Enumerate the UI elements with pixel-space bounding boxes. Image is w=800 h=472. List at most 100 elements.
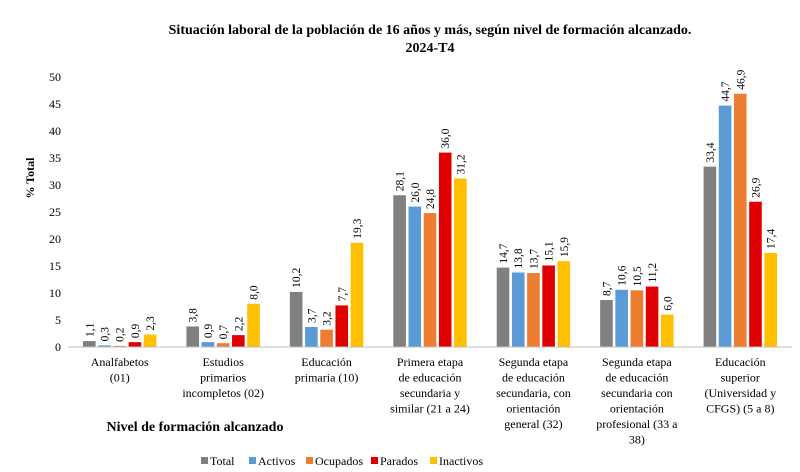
bar-inactivos	[247, 303, 260, 347]
data-label: 36,0	[440, 128, 452, 148]
bar-activos	[201, 342, 215, 347]
legend-label-total: Total	[210, 454, 235, 468]
data-label: 26,9	[750, 177, 762, 197]
data-label: 0,2	[115, 327, 127, 342]
data-label: 28,1	[395, 171, 407, 191]
bar-total	[289, 291, 303, 347]
bar-inactivos	[764, 253, 777, 347]
y-tick-label: 0	[55, 340, 61, 354]
bar-inactivos	[143, 334, 157, 347]
legend-label-parados: Parados	[380, 454, 418, 468]
data-label: 19,3	[352, 218, 364, 238]
data-label: 26,0	[410, 182, 422, 202]
legend: Total Activos Ocupados Parados Inactivos	[201, 454, 483, 468]
y-tick-label: 20	[49, 232, 61, 246]
legend-swatch-activos	[249, 457, 256, 464]
bar-inactivos	[454, 178, 467, 347]
category-labels: Analfabetos (01) Estudios primarios incomple…	[91, 355, 776, 447]
category-label: Educación superior (Universidad y CFGS) (5 …	[704, 355, 776, 416]
bar-ocupados	[630, 290, 644, 347]
bar-parados	[542, 265, 555, 347]
legend-label-inactivos: Inactivos	[439, 454, 483, 468]
data-label: 3,2	[322, 311, 334, 326]
data-label: 33,4	[705, 142, 717, 162]
bar-ocupados	[113, 345, 127, 347]
category-label: Educación primaria (10)	[295, 355, 359, 385]
data-label: 31,2	[455, 154, 467, 174]
legend-swatch-ocupados	[306, 457, 313, 464]
bar-parados	[749, 201, 762, 347]
data-label: 0,3	[100, 327, 112, 342]
data-label: 10,2	[291, 268, 303, 288]
data-label: 2,2	[233, 316, 245, 331]
bar-activos	[408, 206, 422, 347]
data-label: 2,3	[145, 316, 157, 331]
chart-subtitle: 2024-T4	[406, 41, 455, 56]
y-tick-label: 30	[49, 178, 61, 192]
data-label: 3,7	[306, 308, 318, 323]
y-tick-label: 50	[49, 70, 61, 84]
bar-ocupados	[733, 93, 747, 348]
bar-activos	[615, 289, 628, 347]
data-label: 8,0	[249, 285, 261, 300]
legend-swatch-inactivos	[430, 457, 437, 464]
data-label: 3,8	[188, 308, 200, 323]
y-tick-label: 5	[55, 313, 61, 327]
data-label: 0,9	[203, 324, 215, 339]
data-label: 17,4	[766, 229, 778, 249]
bar-total	[83, 341, 96, 347]
category-label: Segunda etapa de educación secundaria con o…	[596, 355, 678, 447]
y-tick-label: 25	[49, 205, 61, 219]
bar-activos	[511, 272, 525, 347]
chart-title: Situación laboral de la población de 16 …	[169, 23, 692, 38]
bar-inactivos	[557, 261, 571, 347]
data-label: 6,0	[662, 296, 674, 311]
y-tick-label: 40	[49, 124, 61, 138]
y-axis-title: % Total	[23, 157, 37, 199]
data-label: 0,9	[130, 324, 142, 339]
bar-ocupados	[320, 329, 333, 347]
data-label: 8,7	[601, 281, 613, 296]
data-label: 15,9	[559, 237, 571, 257]
data-label: 14,7	[498, 243, 510, 263]
category-label: Segunda etapa de educación secundaria, con…	[496, 355, 571, 431]
bar-parados	[438, 152, 452, 347]
data-label: 15,1	[544, 241, 556, 261]
bar-ocupados	[216, 343, 230, 347]
bars	[83, 93, 777, 348]
data-label: 7,7	[337, 287, 349, 302]
legend-swatch-parados	[371, 457, 378, 464]
y-tick-label: 45	[49, 97, 61, 111]
bar-activos	[718, 105, 732, 348]
data-label: 13,8	[513, 248, 525, 268]
bar-ocupados	[527, 273, 540, 347]
data-label: 24,8	[425, 189, 437, 209]
data-label: 13,7	[528, 249, 540, 269]
y-tick-label: 35	[49, 151, 61, 165]
data-label: 46,9	[735, 69, 747, 89]
data-label: 10,5	[632, 266, 644, 286]
y-tick-label: 10	[49, 286, 61, 300]
y-tick-label: 15	[49, 259, 61, 273]
bar-ocupados	[423, 213, 437, 347]
x-axis-title: Nivel de formación alcanzado	[107, 420, 284, 435]
bar-activos	[305, 327, 318, 347]
legend-swatch-total	[201, 457, 208, 464]
data-label: 1,1	[84, 322, 96, 337]
bar-activos	[98, 345, 111, 347]
data-label: 10,6	[617, 265, 629, 285]
data-label: 11,2	[647, 263, 659, 283]
bar-parados	[232, 335, 245, 347]
bar-parados	[335, 305, 349, 347]
legend-label-activos: Activos	[258, 454, 296, 468]
data-label: 0,7	[218, 325, 230, 340]
category-label: Analfabetos (01)	[91, 355, 149, 385]
bar-inactivos	[660, 314, 674, 347]
y-axis-ticks: 0 5 10 15 20 25 30 35 40 45 50	[49, 70, 61, 354]
bar-parados	[645, 286, 659, 347]
bar-inactivos	[350, 242, 364, 347]
bar-total	[393, 195, 406, 347]
bar-parados	[128, 342, 142, 347]
data-labels: 1,1 0,3 0,2 0,92,33,80,9 0,72,28,010,23,7 3,2…	[84, 69, 777, 342]
